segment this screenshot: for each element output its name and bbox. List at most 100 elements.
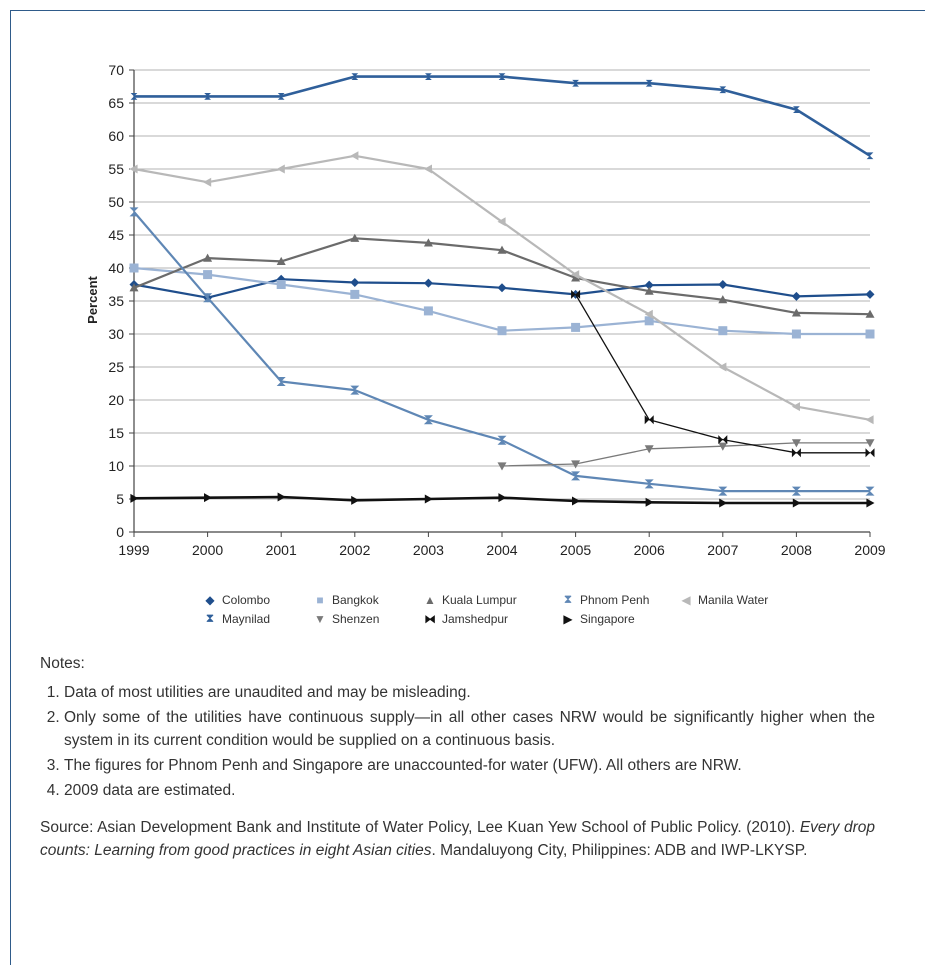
- data-point: [644, 445, 654, 454]
- legend-symbol-icon: ◀: [681, 592, 691, 607]
- legend-item: ▶ Singapore: [560, 611, 678, 626]
- y-tick-label: 40: [108, 260, 124, 276]
- y-tick-label: 0: [116, 524, 124, 540]
- data-point: [497, 326, 507, 336]
- data-point: [497, 435, 507, 445]
- data-point: [423, 238, 433, 247]
- y-tick-label: 30: [108, 326, 124, 342]
- data-point: [130, 493, 139, 503]
- data-point: [719, 498, 728, 508]
- y-tick-label: 70: [108, 62, 124, 78]
- source-citation: Source: Asian Development Bank and Insti…: [40, 816, 875, 862]
- figure-frame: [10, 10, 925, 965]
- data-point: [130, 93, 138, 100]
- note-item: Only some of the utilities have continuo…: [64, 706, 875, 752]
- data-point: [865, 439, 875, 448]
- data-point: [351, 495, 360, 505]
- note-item: The figures for Phnom Penh and Singapore…: [64, 754, 875, 777]
- y-axis-label: Percent: [85, 275, 100, 323]
- series-jamshedpur: [571, 289, 875, 458]
- x-tick-label: 2008: [781, 542, 812, 558]
- data-point: [791, 439, 801, 448]
- data-point: [718, 280, 728, 289]
- y-tick-label: 20: [108, 392, 124, 408]
- data-point: [718, 435, 728, 445]
- data-point: [129, 283, 139, 292]
- x-tick-label: 2001: [266, 542, 297, 558]
- data-point: [276, 256, 286, 265]
- data-point: [571, 471, 581, 481]
- data-point: [424, 494, 433, 504]
- x-tick-label: 2002: [339, 542, 370, 558]
- data-point: [203, 253, 213, 262]
- legend-item: ◀ Manila Water: [678, 592, 818, 607]
- data-point: [718, 362, 727, 372]
- source-suffix: . Mandaluyong City, Philippines: ADB and…: [431, 842, 808, 859]
- gridlines: [129, 69, 871, 537]
- y-tick-label: 50: [108, 194, 124, 210]
- data-point: [498, 493, 507, 503]
- data-point: [204, 93, 211, 100]
- data-point: [497, 217, 506, 227]
- data-point: [791, 448, 801, 458]
- data-point: [645, 79, 653, 87]
- data-point: [497, 283, 507, 293]
- series-singapore: [130, 492, 875, 508]
- series-line: [501, 442, 870, 467]
- data-point: [276, 164, 285, 174]
- legend-symbol-icon: ▲: [424, 592, 436, 607]
- legend-symbol-icon: ⧗: [205, 611, 215, 625]
- series-shenzen: [497, 439, 875, 471]
- data-point: [792, 498, 801, 508]
- series-line: [134, 75, 871, 157]
- data-point: [571, 273, 581, 282]
- data-point: [497, 245, 507, 254]
- y-tick-labels: 0 5 10 15 20 25 30 35 40 45 50 55 60 65 70: [108, 62, 124, 540]
- data-point: [645, 497, 654, 507]
- notes-list: Data of most utilities are unaudited and…: [40, 681, 875, 802]
- data-point: [572, 79, 579, 87]
- data-point: [277, 93, 285, 100]
- legend-item: ■ Bangkok: [312, 592, 422, 607]
- legend-label: Singapore: [580, 611, 635, 626]
- legend-symbol-icon: ■: [316, 592, 324, 607]
- data-point: [423, 306, 433, 316]
- data-point: [276, 377, 286, 387]
- x-tick-label: 2000: [192, 542, 223, 558]
- data-point: [277, 492, 286, 502]
- legend-label: Phnom Penh: [580, 592, 650, 607]
- data-point: [719, 86, 727, 94]
- y-tick-label: 35: [108, 293, 124, 309]
- data-point: [791, 329, 801, 339]
- x-tick-label: 2003: [413, 542, 444, 558]
- data-point: [865, 448, 875, 458]
- data-point: [129, 164, 138, 174]
- data-point: [572, 496, 581, 506]
- note-item: Data of most utilities are unaudited and…: [64, 681, 875, 704]
- y-tick-label: 10: [108, 458, 124, 474]
- legend-item: ⧗ Maynilad: [202, 611, 312, 626]
- legend-label: Bangkok: [332, 592, 379, 607]
- series-kuala-lumpur: [129, 233, 875, 318]
- line-chart: 0 5 10 15 20 25 30 35 40 45 50 55 60 65 70 1999 2000 200…: [85, 62, 886, 558]
- x-tick-label: 2007: [707, 542, 738, 558]
- data-point: [865, 289, 875, 299]
- data-point: [129, 263, 139, 273]
- data-point: [644, 316, 654, 326]
- data-point: [718, 442, 728, 451]
- data-point: [571, 322, 581, 332]
- legend-symbol-icon: ◆: [205, 592, 215, 607]
- notes-section: Notes: Data of most utilities are unaudi…: [40, 652, 875, 862]
- data-point: [423, 415, 433, 425]
- data-point: [644, 280, 654, 290]
- legend-item: ▲ Kuala Lumpur: [422, 592, 560, 607]
- data-point: [203, 293, 213, 303]
- data-point: [791, 308, 801, 317]
- data-point: [203, 270, 213, 280]
- data-point: [644, 479, 654, 489]
- data-point: [350, 278, 360, 288]
- source-prefix: Source: Asian Development Bank and Insti…: [40, 819, 800, 836]
- note-item: 2009 data are estimated.: [64, 779, 875, 802]
- data-point: [718, 326, 728, 336]
- x-tick-label: 2005: [560, 542, 591, 558]
